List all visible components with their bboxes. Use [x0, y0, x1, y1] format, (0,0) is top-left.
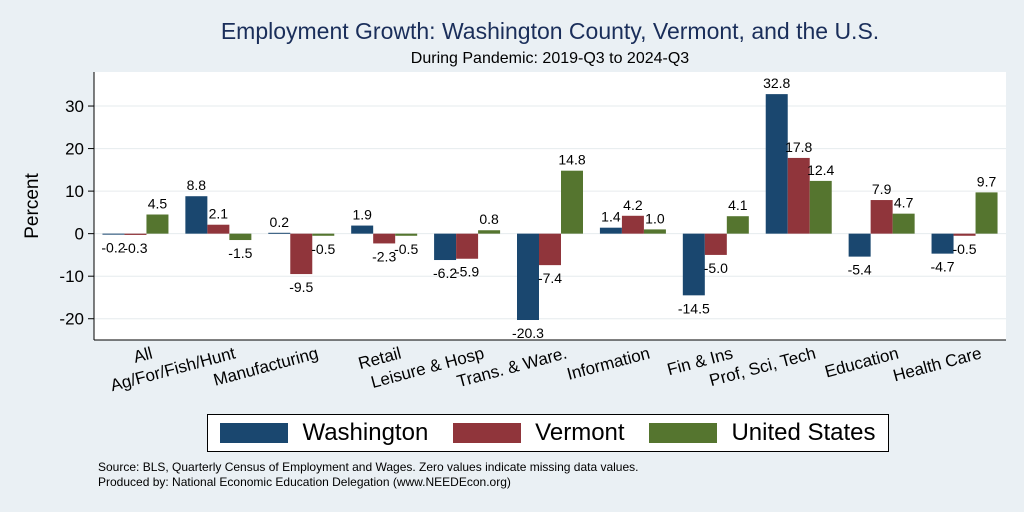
- bar: [931, 233, 954, 254]
- y-tick-label: -10: [59, 267, 84, 286]
- bar: [478, 230, 501, 234]
- bar: [434, 233, 457, 261]
- data-label: 12.4: [807, 162, 834, 178]
- data-label: 4.7: [894, 195, 914, 211]
- y-tick-label: 20: [65, 140, 84, 159]
- bar: [848, 233, 871, 257]
- chart-title: Employment Growth: Washington County, Ve…: [220, 18, 880, 44]
- bar: [456, 233, 479, 259]
- x-tick-label: Information: [565, 344, 652, 384]
- bar: [809, 180, 832, 234]
- x-tick-label: Education: [823, 344, 901, 382]
- data-label: -0.5: [394, 241, 418, 257]
- data-label: -0.3: [123, 240, 147, 256]
- data-label: -0.5: [311, 241, 335, 257]
- data-label: -4.7: [930, 259, 954, 275]
- footnotes: Source: BLS, Quarterly Census of Employm…: [98, 460, 638, 490]
- data-label: 8.8: [187, 177, 207, 193]
- legend-item-washington: Washington: [220, 419, 428, 447]
- bar: [726, 216, 749, 234]
- data-label: -0.2: [101, 240, 125, 256]
- x-tick-label: Health Care: [891, 344, 984, 386]
- data-label: 0.2: [270, 214, 290, 230]
- y-tick-label: 30: [65, 97, 84, 116]
- data-label: -5.4: [848, 262, 872, 278]
- bar: [787, 157, 810, 234]
- bar: [312, 233, 335, 236]
- chart-legend: Washington Vermont United States: [207, 414, 889, 452]
- data-label: -7.4: [538, 270, 562, 286]
- bar: [124, 233, 147, 235]
- legend-swatch-united-states: [649, 423, 718, 443]
- bar: [517, 233, 539, 321]
- legend-item-vermont: Vermont: [453, 419, 625, 447]
- bar: [870, 200, 893, 234]
- data-label: -20.3: [512, 325, 544, 341]
- data-label: 4.2: [623, 197, 643, 213]
- bar: [975, 192, 998, 234]
- bar: [146, 214, 169, 234]
- source-note: Source: BLS, Quarterly Census of Employm…: [98, 460, 639, 474]
- data-label: 1.4: [601, 209, 621, 225]
- bar: [351, 225, 374, 234]
- bar: [207, 224, 230, 234]
- chart-subtitle: During Pandemic: 2019-Q3 to 2024-Q3: [410, 50, 690, 67]
- bar: [229, 233, 252, 241]
- bar: [953, 233, 976, 236]
- data-label: 32.8: [763, 75, 790, 91]
- plot-area: [94, 72, 1006, 340]
- data-label: 9.7: [977, 173, 997, 189]
- data-label: -2.3: [372, 248, 396, 264]
- legend-label-vermont: Vermont: [535, 419, 625, 446]
- data-label: 1.0: [645, 210, 665, 226]
- bar: [185, 196, 208, 234]
- bar: [290, 233, 313, 275]
- data-label: 1.9: [352, 207, 372, 223]
- bar: [268, 232, 291, 234]
- data-label: 14.8: [558, 152, 585, 168]
- bar: [621, 215, 644, 234]
- data-label: -1.5: [228, 245, 252, 261]
- y-tick-label: -20: [59, 310, 84, 329]
- y-axis-label: Percent: [22, 173, 43, 239]
- bar: [395, 233, 418, 236]
- data-label: -6.2: [433, 265, 457, 281]
- bar: [539, 233, 561, 266]
- legend-swatch-vermont: [453, 423, 522, 443]
- bar-chart: -20 -10 0 10 20 30 Percent -0.2-0.3 4.5 All 8.82.1…: [22, 72, 1006, 395]
- bar: [765, 94, 788, 234]
- y-tick-label: 10: [65, 182, 84, 201]
- data-label: 2.1: [209, 206, 229, 222]
- data-label: 17.8: [785, 139, 812, 155]
- data-label: -0.5: [952, 241, 976, 257]
- legend-label-washington: Washington: [302, 419, 429, 446]
- bar: [643, 229, 666, 234]
- bar: [561, 170, 583, 234]
- data-label: -5.9: [455, 264, 479, 280]
- bar: [892, 213, 915, 234]
- y-tick-label: 0: [75, 225, 84, 244]
- data-label: 4.1: [728, 197, 748, 213]
- data-label: -14.5: [678, 300, 710, 316]
- x-tick-label: All: [131, 344, 154, 367]
- data-label: 0.8: [479, 211, 499, 227]
- legend-item-united-states: United States: [649, 419, 876, 447]
- produced-by-note: Produced by: National Economic Education…: [98, 475, 511, 489]
- data-label: -5.0: [704, 260, 728, 276]
- bar: [373, 233, 396, 244]
- legend-swatch-washington: [220, 423, 289, 443]
- bar: [102, 233, 125, 235]
- data-label: 4.5: [148, 196, 168, 212]
- data-label: -9.5: [289, 279, 313, 295]
- data-label: 7.9: [872, 181, 892, 197]
- bar: [682, 233, 705, 296]
- bar: [599, 227, 622, 234]
- legend-label-united-states: United States: [731, 419, 876, 446]
- bar: [704, 233, 727, 255]
